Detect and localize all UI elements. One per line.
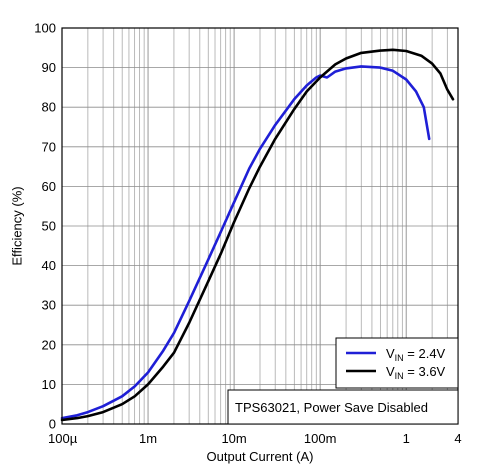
y-axis-label: Efficiency (%) [9, 186, 24, 265]
y-tick-label: 30 [42, 298, 56, 313]
x-tick-label: 10m [221, 431, 246, 446]
y-tick-label: 50 [42, 219, 56, 234]
y-tick-label: 60 [42, 179, 56, 194]
annotation-text: TPS63021, Power Save Disabled [235, 400, 428, 415]
annotation-box [227, 389, 459, 425]
legend-label-0: VIN = 2.4V [386, 346, 446, 363]
annotation-box-group: TPS63021, Power Save Disabled [227, 389, 459, 425]
y-tick-label: 80 [42, 100, 56, 115]
x-tick-label: 100m [304, 431, 337, 446]
y-tick-label: 0 [49, 417, 56, 432]
series-line-1 [60, 48, 455, 422]
y-tick-label: 20 [42, 337, 56, 352]
y-tick-label: 70 [42, 139, 56, 154]
series-line-0 [60, 65, 431, 420]
series-layer [60, 48, 455, 422]
x-tick-label: 1 [403, 431, 410, 446]
x-tick-label: 100µ [48, 431, 78, 446]
legend-label-1: VIN = 3.6V [386, 364, 446, 381]
y-tick-label: 90 [42, 60, 56, 75]
x-tick-label: 1m [139, 431, 157, 446]
y-tick-label: 100 [34, 21, 56, 36]
x-tick-labels: 100µ 1m 10m 100m 1 4 [48, 431, 462, 446]
y-tick-label: 40 [42, 258, 56, 273]
legend-box [335, 337, 459, 389]
y-tick-labels: 0 10 20 30 40 50 60 70 80 90 100 [34, 21, 56, 432]
y-tick-label: 10 [42, 377, 56, 392]
x-axis-label: Output Current (A) [207, 449, 314, 464]
x-tick-label: 4 [454, 431, 461, 446]
